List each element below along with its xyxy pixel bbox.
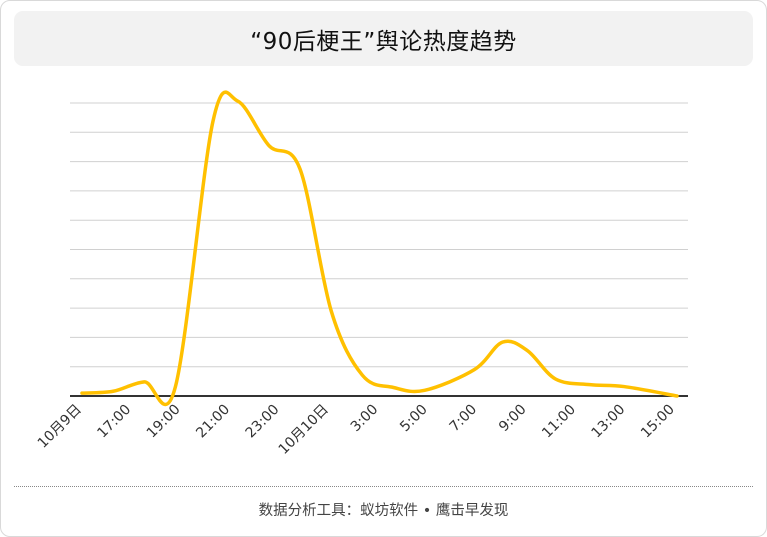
chart-title: “90后梗王”舆论热度趋势 xyxy=(250,28,517,55)
x-tick-label: 9:00 xyxy=(496,402,530,436)
x-tick-label: 13:00 xyxy=(589,402,629,442)
title-banner: “90后梗王”舆论热度趋势 xyxy=(14,11,753,66)
x-tick-label: 10月10日 xyxy=(276,402,332,458)
x-tick-label: 5:00 xyxy=(397,402,431,436)
x-tick-label: 23:00 xyxy=(243,402,283,442)
x-tick-label: 21:00 xyxy=(193,402,233,442)
x-tick-label: 15:00 xyxy=(638,402,678,442)
x-tick-label: 3:00 xyxy=(348,402,382,436)
x-tick-label: 19:00 xyxy=(144,402,184,442)
x-tick-label: 10月9日 xyxy=(35,402,85,452)
footer-divider xyxy=(14,486,753,487)
x-tick-label: 7:00 xyxy=(447,402,481,436)
x-tick-label: 17:00 xyxy=(94,402,134,442)
grid-lines xyxy=(70,102,688,368)
x-tick-label: 11:00 xyxy=(539,402,579,442)
heat-trend-line xyxy=(80,90,679,407)
series-layer xyxy=(80,90,679,407)
data-source-note: 数据分析工具：蚁坊软件 • 鹰击早发现 xyxy=(258,503,509,519)
